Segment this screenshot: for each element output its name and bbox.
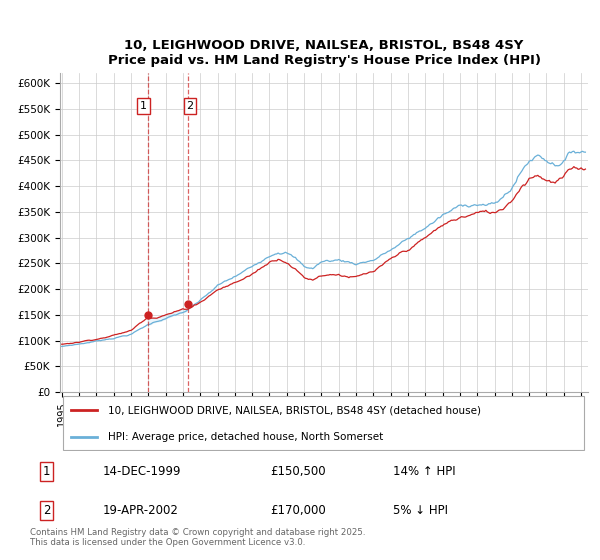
Text: 1: 1 xyxy=(140,101,147,111)
Text: HPI: Average price, detached house, North Somerset: HPI: Average price, detached house, Nort… xyxy=(107,432,383,442)
Text: £170,000: £170,000 xyxy=(270,504,326,517)
Text: 2: 2 xyxy=(187,101,194,111)
Text: £150,500: £150,500 xyxy=(270,465,326,478)
Title: 10, LEIGHWOOD DRIVE, NAILSEA, BRISTOL, BS48 4SY
Price paid vs. HM Land Registry': 10, LEIGHWOOD DRIVE, NAILSEA, BRISTOL, B… xyxy=(107,39,541,67)
Text: 14-DEC-1999: 14-DEC-1999 xyxy=(103,465,181,478)
Text: 2: 2 xyxy=(43,504,50,517)
Text: Contains HM Land Registry data © Crown copyright and database right 2025.
This d: Contains HM Land Registry data © Crown c… xyxy=(30,528,365,547)
Text: 5% ↓ HPI: 5% ↓ HPI xyxy=(392,504,448,517)
Text: 10, LEIGHWOOD DRIVE, NAILSEA, BRISTOL, BS48 4SY (detached house): 10, LEIGHWOOD DRIVE, NAILSEA, BRISTOL, B… xyxy=(107,405,481,416)
Text: 19-APR-2002: 19-APR-2002 xyxy=(103,504,178,517)
Text: 1: 1 xyxy=(43,465,50,478)
FancyBboxPatch shape xyxy=(62,396,584,450)
Text: 14% ↑ HPI: 14% ↑ HPI xyxy=(392,465,455,478)
